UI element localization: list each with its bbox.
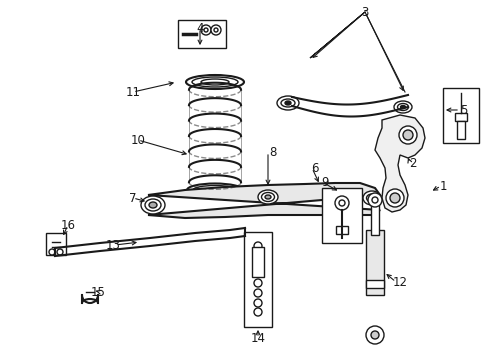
- Bar: [321, 188, 361, 243]
- FancyBboxPatch shape: [46, 233, 66, 255]
- Polygon shape: [374, 115, 424, 212]
- Bar: [365, 280, 383, 288]
- Ellipse shape: [185, 75, 244, 89]
- Text: 8: 8: [269, 145, 276, 158]
- Bar: [335, 226, 347, 234]
- Bar: [442, 88, 478, 143]
- Text: 16: 16: [61, 219, 75, 231]
- Ellipse shape: [285, 101, 290, 105]
- Circle shape: [334, 196, 348, 210]
- Ellipse shape: [400, 105, 405, 108]
- Circle shape: [210, 25, 221, 35]
- Ellipse shape: [149, 202, 157, 208]
- Bar: [251, 247, 264, 277]
- Circle shape: [389, 193, 399, 203]
- Circle shape: [253, 308, 262, 316]
- Text: 10: 10: [130, 134, 145, 147]
- Bar: [244, 232, 271, 327]
- Circle shape: [49, 249, 55, 255]
- Circle shape: [253, 268, 262, 276]
- Ellipse shape: [258, 190, 278, 204]
- Circle shape: [253, 256, 262, 264]
- Ellipse shape: [362, 191, 380, 205]
- Text: 11: 11: [125, 86, 140, 99]
- Circle shape: [253, 279, 262, 287]
- Circle shape: [367, 193, 381, 207]
- Text: 5: 5: [459, 104, 467, 117]
- Ellipse shape: [264, 195, 270, 199]
- Text: 12: 12: [392, 275, 407, 288]
- Ellipse shape: [393, 101, 411, 113]
- Text: 6: 6: [311, 162, 318, 175]
- Text: 2: 2: [408, 157, 416, 170]
- Circle shape: [398, 126, 416, 144]
- Circle shape: [201, 25, 210, 35]
- Text: 7: 7: [129, 192, 137, 204]
- Bar: [370, 200, 378, 235]
- Bar: [456, 121, 464, 139]
- Circle shape: [385, 189, 403, 207]
- Text: 4: 4: [196, 22, 203, 35]
- Circle shape: [370, 331, 378, 339]
- Text: 9: 9: [321, 176, 328, 189]
- Ellipse shape: [141, 196, 164, 214]
- Text: 15: 15: [90, 285, 105, 298]
- Ellipse shape: [186, 184, 243, 197]
- Text: 1: 1: [438, 180, 446, 193]
- Bar: [454, 113, 466, 121]
- Bar: [178, 20, 225, 48]
- Text: 13: 13: [105, 239, 120, 252]
- Circle shape: [253, 299, 262, 307]
- Polygon shape: [148, 183, 379, 218]
- Circle shape: [253, 242, 262, 250]
- Text: 3: 3: [361, 5, 368, 18]
- Bar: [365, 230, 383, 295]
- Circle shape: [57, 249, 63, 255]
- Circle shape: [253, 289, 262, 297]
- Ellipse shape: [276, 96, 298, 110]
- Text: 14: 14: [250, 332, 265, 345]
- Circle shape: [365, 326, 383, 344]
- Circle shape: [402, 130, 412, 140]
